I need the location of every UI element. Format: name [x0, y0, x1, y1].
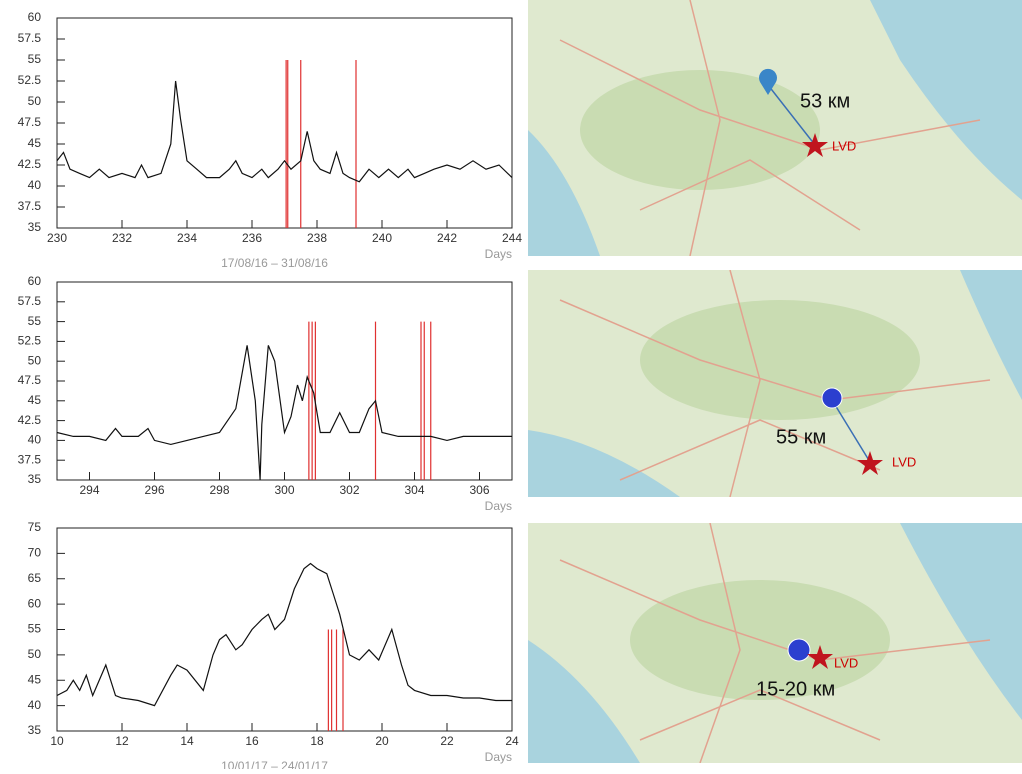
- x-tick-label: 20: [375, 734, 389, 748]
- y-tick-label: 45: [28, 672, 42, 686]
- y-tick-label: 40: [28, 698, 42, 712]
- y-tick-label: 47.5: [18, 373, 42, 387]
- plot-frame: [57, 282, 512, 480]
- x-tick-label: 238: [307, 231, 327, 245]
- y-tick-label: 50: [28, 647, 42, 661]
- x-tick-label: 304: [404, 483, 424, 497]
- y-tick-label: 70: [28, 546, 42, 560]
- y-tick-label: 55: [28, 622, 42, 636]
- y-tick-label: 55: [28, 52, 42, 66]
- plot-frame: [57, 18, 512, 228]
- y-tick-label: 57.5: [18, 294, 42, 308]
- y-tick-label: 35: [28, 723, 42, 737]
- y-tick-label: 52.5: [18, 334, 42, 348]
- x-tick-label: 22: [440, 734, 454, 748]
- x-tick-label: 16: [245, 734, 259, 748]
- y-tick-label: 35: [28, 472, 42, 486]
- y-tick-label: 45: [28, 136, 42, 150]
- y-tick-label: 65: [28, 571, 42, 585]
- x-tick-label: 294: [79, 483, 99, 497]
- y-tick-label: 37.5: [18, 452, 42, 466]
- y-tick-label: 60: [28, 596, 42, 610]
- y-tick-label: 50: [28, 94, 42, 108]
- map: 53 км LVD: [528, 0, 1022, 256]
- x-tick-label: 24: [505, 734, 519, 748]
- x-tick-label: 18: [310, 734, 324, 748]
- x-tick-label: 232: [112, 231, 132, 245]
- y-tick-label: 60: [28, 274, 42, 288]
- y-tick-label: 47.5: [18, 115, 42, 129]
- x-tick-label: 298: [209, 483, 229, 497]
- x-tick-label: 230: [47, 231, 67, 245]
- y-tick-label: 42.5: [18, 413, 42, 427]
- plot-frame: [57, 528, 512, 731]
- x-tick-label: 296: [144, 483, 164, 497]
- x-axis-label: Days: [485, 247, 512, 261]
- x-tick-label: 242: [437, 231, 457, 245]
- distance-label: 53 км: [800, 90, 850, 112]
- x-tick-label: 10: [50, 734, 64, 748]
- x-tick-label: 244: [502, 231, 522, 245]
- subtitle: 17/08/16 – 31/08/16: [221, 256, 328, 270]
- x-tick-label: 306: [469, 483, 489, 497]
- figure: 53 км LVD 55 км LVD 15-20 км LVD 35 37.5 4…: [0, 0, 1022, 769]
- y-tick-label: 50: [28, 353, 42, 367]
- x-axis-label: Days: [485, 499, 512, 513]
- y-tick-label: 42.5: [18, 157, 42, 171]
- data-line: [57, 81, 512, 182]
- station-label: LVD: [892, 454, 916, 469]
- y-tick-label: 57.5: [18, 31, 42, 45]
- x-tick-label: 12: [115, 734, 129, 748]
- x-tick-label: 240: [372, 231, 392, 245]
- y-tick-label: 55: [28, 314, 42, 328]
- x-tick-label: 234: [177, 231, 197, 245]
- map: 55 км LVD: [528, 270, 1022, 497]
- y-tick-label: 60: [28, 10, 42, 24]
- x-axis-label: Days: [485, 750, 512, 764]
- y-tick-label: 52.5: [18, 73, 42, 87]
- y-tick-label: 37.5: [18, 199, 42, 213]
- x-tick-label: 14: [180, 734, 194, 748]
- x-tick-label: 300: [274, 483, 294, 497]
- y-tick-label: 40: [28, 433, 42, 447]
- y-tick-label: 75: [28, 520, 42, 534]
- distance-label: 15-20 км: [756, 678, 835, 700]
- x-tick-label: 236: [242, 231, 262, 245]
- distance-label: 55 км: [776, 426, 826, 448]
- station-label: LVD: [834, 655, 858, 670]
- station-label: LVD: [832, 138, 856, 153]
- data-line: [57, 345, 512, 480]
- map: 15-20 км LVD: [528, 523, 1022, 763]
- data-line: [57, 564, 512, 706]
- y-tick-label: 40: [28, 178, 42, 192]
- y-tick-label: 35: [28, 220, 42, 234]
- subtitle: 10/01/17 – 24/01/17: [221, 759, 328, 769]
- x-tick-label: 302: [339, 483, 359, 497]
- y-tick-label: 45: [28, 393, 42, 407]
